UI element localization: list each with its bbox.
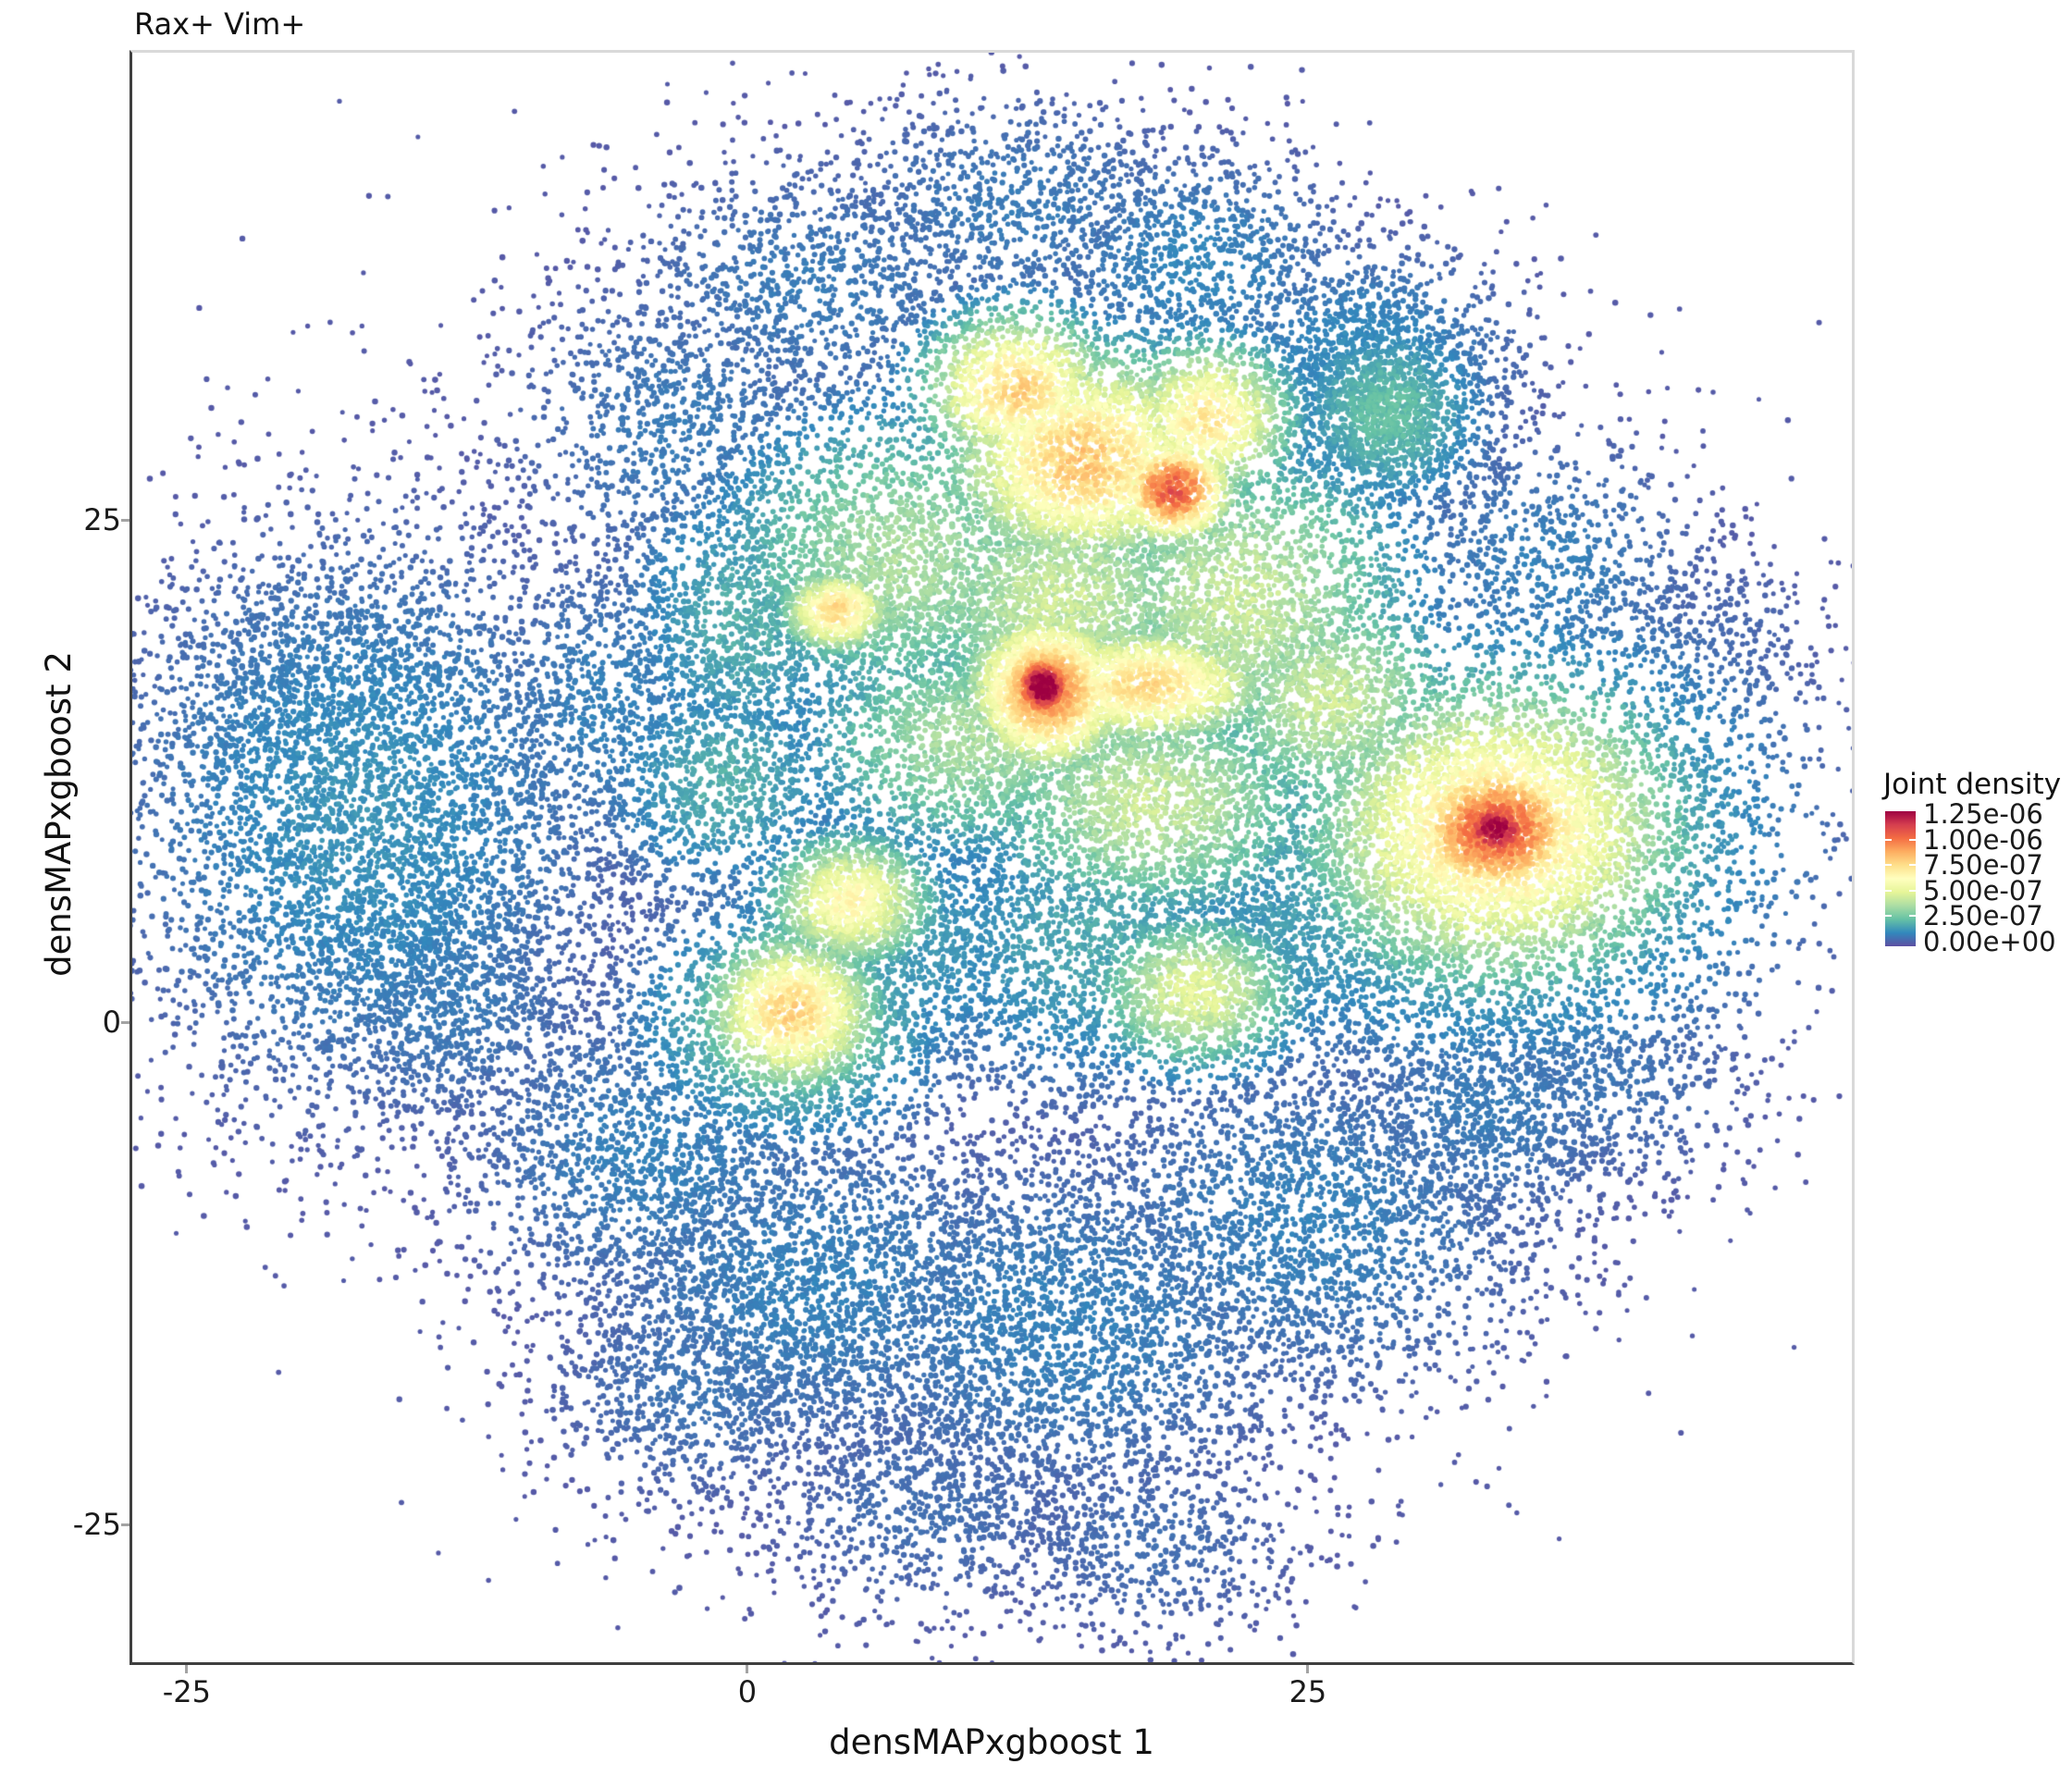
y-axis-label: densMAPxgboost 2	[39, 651, 79, 977]
legend-label: 7.50e-07	[1923, 849, 2043, 882]
y-tick-label: -25	[72, 1507, 121, 1543]
x-tick-label: 0	[737, 1674, 758, 1709]
legend-label: 1.00e-06	[1923, 823, 2043, 856]
y-tick-mark	[121, 518, 130, 522]
x-axis-label: densMAPxgboost 1	[829, 1722, 1154, 1762]
x-tick-mark	[746, 1665, 749, 1673]
legend-colorbar	[1885, 811, 1916, 946]
scatter-canvas	[132, 53, 1852, 1662]
legend-label: 0.00e+00	[1923, 926, 2056, 957]
legend-tick-notch	[1885, 889, 1892, 892]
legend-label: 1.25e-06	[1923, 798, 2043, 830]
legend-tick-notch	[1909, 864, 1916, 867]
legend-label: 5.00e-07	[1923, 874, 2043, 906]
y-tick-mark	[121, 1523, 130, 1526]
plot-panel	[130, 50, 1855, 1665]
x-tick-mark	[1306, 1665, 1310, 1673]
legend-tick-notch	[1909, 915, 1916, 918]
x-tick-label: 25	[1289, 1674, 1327, 1709]
legend-tick-notch	[1909, 889, 1916, 892]
y-tick-label: 25	[83, 502, 121, 538]
legend-label: 2.50e-07	[1923, 900, 2043, 932]
legend-tick-notch	[1885, 915, 1892, 918]
x-tick-label: -25	[162, 1674, 212, 1709]
legend-title: Joint density	[1883, 768, 2062, 801]
y-tick-mark	[121, 1020, 130, 1024]
plot-title: Rax+ Vim+	[134, 6, 306, 42]
legend-tick-notch	[1885, 864, 1892, 867]
legend-tick-notch	[1885, 838, 1892, 841]
legend-tick-notch	[1909, 838, 1916, 841]
x-tick-mark	[185, 1665, 189, 1673]
y-tick-label: 0	[102, 1005, 121, 1041]
